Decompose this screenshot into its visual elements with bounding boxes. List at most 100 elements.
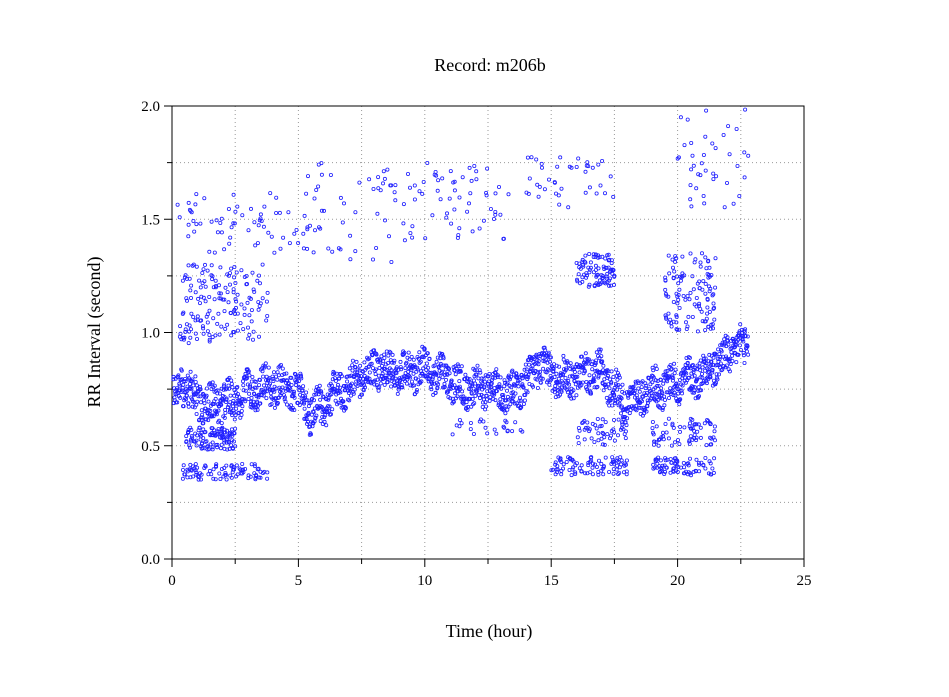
rr-point	[470, 229, 475, 234]
rr-point	[376, 175, 381, 180]
rr-point	[707, 265, 712, 270]
rr-point	[189, 311, 194, 316]
rr-point	[609, 380, 614, 385]
rr-point	[702, 421, 707, 426]
rr-point	[706, 324, 711, 329]
rr-point	[575, 279, 580, 284]
rr-point	[598, 281, 603, 286]
rr-point	[348, 233, 353, 238]
rr-point	[350, 368, 355, 373]
rr-point	[337, 376, 342, 381]
rr-point	[190, 404, 195, 409]
rr-point	[304, 191, 309, 196]
rr-point	[650, 426, 655, 431]
rr-point	[604, 276, 609, 281]
rr-point	[498, 375, 503, 380]
rr-point	[184, 439, 189, 444]
rr-point	[314, 187, 319, 192]
rr-point	[223, 285, 228, 290]
rr-point	[181, 310, 186, 315]
rr-point	[616, 459, 621, 464]
rr-point	[596, 266, 601, 271]
rr-point	[718, 361, 723, 366]
rr-point	[669, 366, 674, 371]
rr-point	[281, 235, 286, 240]
rr-point	[221, 387, 226, 392]
rr-point	[591, 254, 596, 259]
rr-point	[706, 359, 711, 364]
rr-point	[600, 276, 605, 281]
rr-point	[745, 334, 750, 339]
rr-point	[712, 317, 717, 322]
rr-point	[688, 290, 693, 295]
rr-point	[178, 324, 183, 329]
rr-point	[493, 398, 498, 403]
rr-point	[707, 309, 712, 314]
rr-point	[587, 282, 592, 287]
rr-point	[571, 388, 576, 393]
rr-point	[524, 367, 529, 372]
rr-point	[703, 455, 708, 460]
rr-point	[212, 383, 217, 388]
rr-point	[690, 363, 695, 368]
rr-point	[264, 318, 269, 323]
rr-point	[332, 371, 337, 376]
rr-point	[687, 355, 692, 360]
rr-point	[509, 385, 514, 390]
rr-point	[292, 395, 297, 400]
rr-point	[178, 395, 183, 400]
rr-point	[338, 247, 343, 252]
rr-point	[708, 422, 713, 427]
rr-point	[185, 475, 190, 480]
rr-point	[250, 374, 255, 379]
rr-point	[197, 384, 202, 389]
rr-point	[380, 181, 385, 186]
rr-point	[335, 385, 340, 390]
rr-point	[734, 343, 739, 348]
rr-point	[468, 191, 473, 196]
rr-point	[741, 333, 746, 338]
rr-point	[624, 469, 629, 474]
rr-point	[667, 395, 672, 400]
rr-point	[606, 382, 611, 387]
rr-point	[430, 377, 435, 382]
rr-point	[212, 297, 217, 302]
rr-point	[461, 401, 466, 406]
rr-point	[569, 165, 574, 170]
rr-point	[217, 435, 222, 440]
rr-point	[624, 472, 629, 477]
rr-point	[189, 386, 194, 391]
rr-point	[229, 431, 234, 436]
rr-point	[373, 367, 378, 372]
rr-point	[566, 205, 571, 210]
rr-point	[518, 428, 523, 433]
rr-point	[668, 470, 673, 475]
rr-point	[207, 339, 212, 344]
rr-point	[362, 385, 367, 390]
rr-point	[691, 287, 696, 292]
rr-point	[305, 246, 310, 251]
rr-point	[543, 348, 548, 353]
rr-point	[691, 384, 696, 389]
rr-point	[704, 361, 709, 366]
rr-point	[701, 152, 706, 157]
rr-point	[188, 437, 193, 442]
rr-point	[230, 446, 235, 451]
rr-point	[734, 127, 739, 132]
rr-point	[636, 380, 641, 385]
rr-point	[219, 324, 224, 329]
rr-point	[582, 369, 587, 374]
rr-point	[612, 273, 617, 278]
rr-point	[700, 287, 705, 292]
rr-point	[450, 432, 455, 437]
rr-point	[225, 322, 230, 327]
rr-point	[444, 215, 449, 220]
rr-point	[452, 207, 457, 212]
rr-point	[213, 477, 218, 482]
rr-point	[535, 377, 540, 382]
rr-point	[553, 472, 558, 477]
rr-point	[301, 384, 306, 389]
rr-point	[377, 385, 382, 390]
rr-point	[486, 379, 491, 384]
